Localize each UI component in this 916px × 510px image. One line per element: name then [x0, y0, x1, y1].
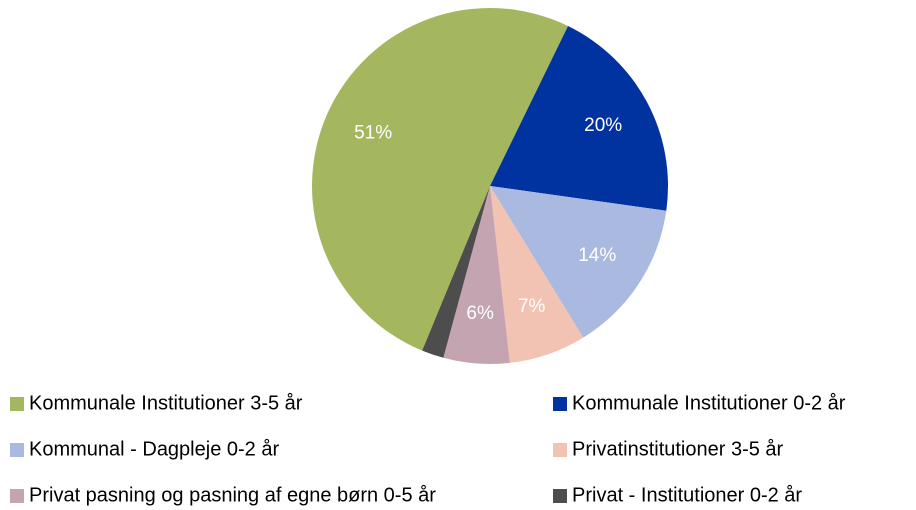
legend-swatch — [553, 489, 567, 503]
data-label: 14% — [578, 245, 616, 266]
legend-label: Privat - Institutioner 0-2 år — [572, 484, 802, 506]
legend-swatch — [10, 443, 24, 457]
pie-slice — [490, 186, 667, 338]
pie-slice — [311, 7, 569, 351]
legend-swatch — [10, 489, 24, 503]
legend-label: Kommunale Institutioner 0-2 år — [572, 392, 846, 414]
legend-label: Privat pasning og pasning af egne børn 0… — [29, 484, 436, 506]
legend-label: Kommunale Institutioner 3-5 år — [29, 392, 303, 414]
pie-slice — [490, 26, 668, 211]
legend-label: Privatinstitutioner 3-5 år — [572, 438, 784, 460]
data-label: 7% — [518, 296, 546, 317]
legend-label: Kommunal - Dagpleje 0-2 år — [29, 438, 279, 460]
pie-slice — [422, 186, 490, 358]
legend-swatch — [553, 397, 567, 411]
data-label: 51% — [354, 122, 392, 143]
pie-slice — [443, 186, 510, 364]
legend-swatch — [553, 443, 567, 457]
legend-swatch — [10, 397, 24, 411]
pie-slice — [490, 186, 584, 363]
data-label: 20% — [584, 115, 622, 136]
data-label: 6% — [466, 303, 494, 324]
